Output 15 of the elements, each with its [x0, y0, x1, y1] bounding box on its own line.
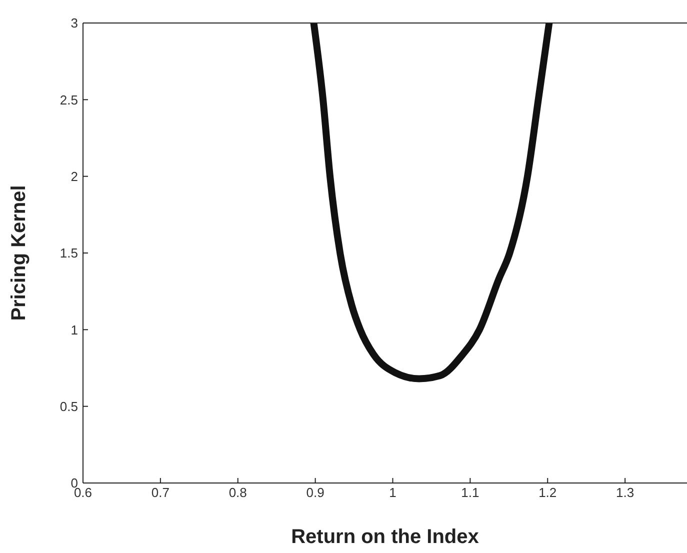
x-axis-title: Return on the Index	[291, 526, 479, 548]
x-tick-label: 0.8	[228, 485, 247, 500]
y-tick-label: 2	[70, 168, 78, 184]
x-tick-label: 0.7	[151, 485, 170, 500]
y-tick-label: 1	[70, 322, 78, 338]
x-tick-label: 1.1	[461, 485, 480, 500]
y-tick-label: 2.5	[60, 92, 78, 108]
y-tick-label: 3	[70, 16, 78, 31]
x-tick-label: 1.2	[538, 485, 557, 500]
x-tick-label: 0.9	[306, 485, 324, 500]
y-tick-label: 1.5	[60, 246, 78, 261]
x-tick-label: 1.3	[616, 485, 634, 500]
y-axis-title: Pricing Kernel	[8, 185, 30, 321]
y-tick-label: 0.5	[60, 398, 78, 414]
x-tick-label: 1	[389, 485, 396, 500]
